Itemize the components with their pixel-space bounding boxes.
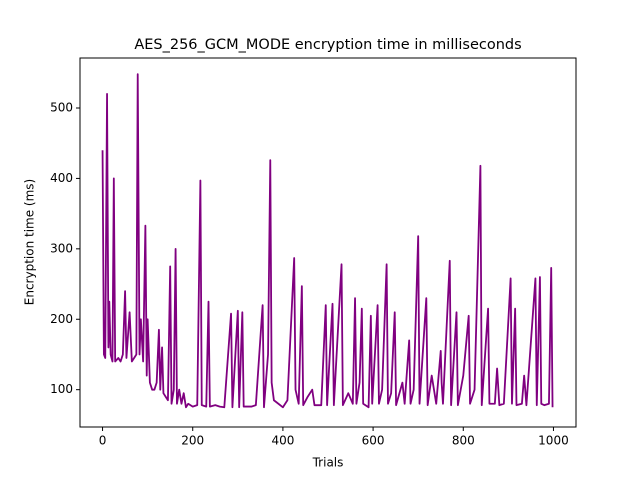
plot-frame bbox=[79, 57, 577, 428]
x-tick-label: 600 bbox=[362, 434, 385, 448]
chart-title: AES_256_GCM_MODE encryption time in mill… bbox=[134, 37, 521, 53]
y-tick-label: 500 bbox=[50, 100, 73, 114]
x-tick-label: 800 bbox=[452, 434, 475, 448]
data-line bbox=[101, 73, 554, 409]
x-tick-label: 400 bbox=[271, 434, 294, 448]
y-tick-label: 100 bbox=[50, 382, 73, 396]
y-axis-label: Encryption time (ms) bbox=[23, 179, 37, 305]
x-tick-label: 0 bbox=[99, 434, 107, 448]
y-tick-label: 400 bbox=[50, 171, 73, 185]
y-tick-label: 200 bbox=[50, 312, 73, 326]
x-tick-label: 1000 bbox=[538, 434, 569, 448]
x-tick-label: 200 bbox=[181, 434, 204, 448]
x-axis-label: Trials bbox=[312, 456, 344, 470]
y-tick-label: 300 bbox=[50, 241, 73, 255]
